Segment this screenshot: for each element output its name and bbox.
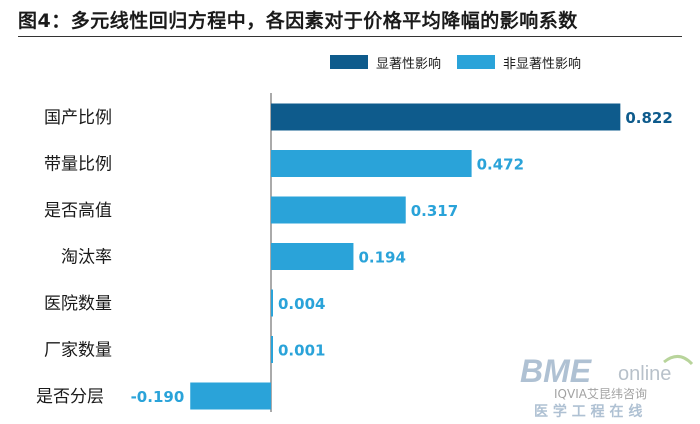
value-label-2: 0.317 xyxy=(411,202,458,220)
legend-label-significant: 显著性影响 xyxy=(376,56,442,72)
value-label-0: 0.822 xyxy=(625,109,672,127)
legend-label-nonsignificant: 非显著性影响 xyxy=(503,56,582,72)
category-label-5: 厂家数量 xyxy=(44,341,112,361)
chart-legend: 显著性影响 非显著性影响 xyxy=(330,52,597,72)
category-label-3: 淘汰率 xyxy=(61,248,112,268)
category-label-1: 带量比例 xyxy=(44,155,112,175)
legend-swatch-significant xyxy=(330,55,368,69)
value-label-6: -0.190 xyxy=(131,388,185,406)
value-label-3: 0.194 xyxy=(358,249,405,267)
category-label-0: 国产比例 xyxy=(44,108,112,128)
bar-1 xyxy=(271,150,472,177)
chart-title: 图4：多元线性回归方程中，各因素对于价格平均降幅的影响系数 xyxy=(18,10,578,32)
value-label-1: 0.472 xyxy=(477,156,524,174)
category-label-6: 是否分层 xyxy=(36,387,104,407)
bme-online-watermark: BME online IQVIA艾昆纬咨询 医 学 工 程 在 线 xyxy=(520,353,694,420)
category-label-2: 是否高值 xyxy=(44,201,112,221)
value-label-5: 0.001 xyxy=(278,342,325,360)
watermark-logo: BME xyxy=(520,353,593,389)
bar-4 xyxy=(271,289,273,317)
title-underline xyxy=(18,36,682,37)
watermark-logo-suffix: online xyxy=(618,363,671,385)
legend-swatch-nonsignificant xyxy=(457,55,496,69)
watermark-subtitle: 医 学 工 程 在 线 xyxy=(534,403,642,420)
bar-3 xyxy=(271,243,354,270)
bar-2 xyxy=(271,196,406,224)
watermark-channel: IQVIA艾昆纬咨询 xyxy=(554,386,647,401)
bar-5 xyxy=(271,336,273,363)
value-label-4: 0.004 xyxy=(278,295,325,313)
bar-0 xyxy=(271,103,621,131)
category-label-4: 医院数量 xyxy=(44,294,112,314)
bar-6 xyxy=(190,382,271,410)
